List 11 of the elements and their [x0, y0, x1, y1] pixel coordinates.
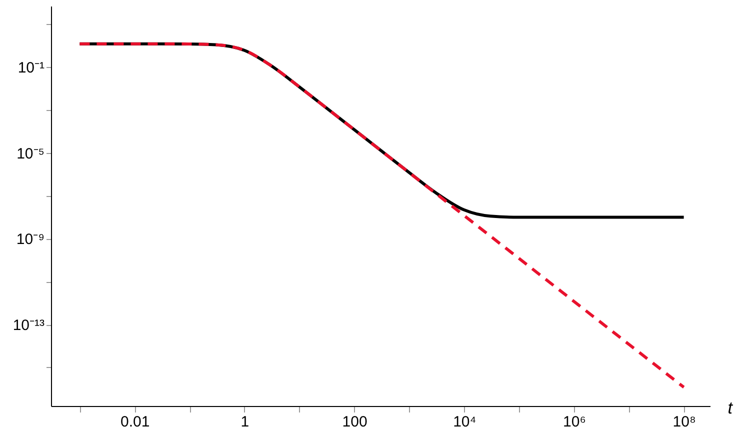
y-tick-label: 10⁻¹³ [12, 317, 44, 334]
x-tick-label: 10⁸ [672, 414, 696, 430]
x-tick-label: 10⁴ [453, 414, 476, 430]
y-tick-label: 10⁻¹ [18, 60, 44, 77]
x-tick-label: 1 [240, 414, 250, 430]
x-tick-label: 10⁶ [563, 414, 586, 430]
y-tick-label: 10⁻⁹ [16, 231, 44, 248]
x-tick-label: 0.01 [120, 414, 150, 430]
x-axis-title: t [728, 398, 734, 418]
x-tick-label: 100 [342, 414, 368, 430]
y-tick-label: 10⁻⁵ [16, 145, 44, 162]
